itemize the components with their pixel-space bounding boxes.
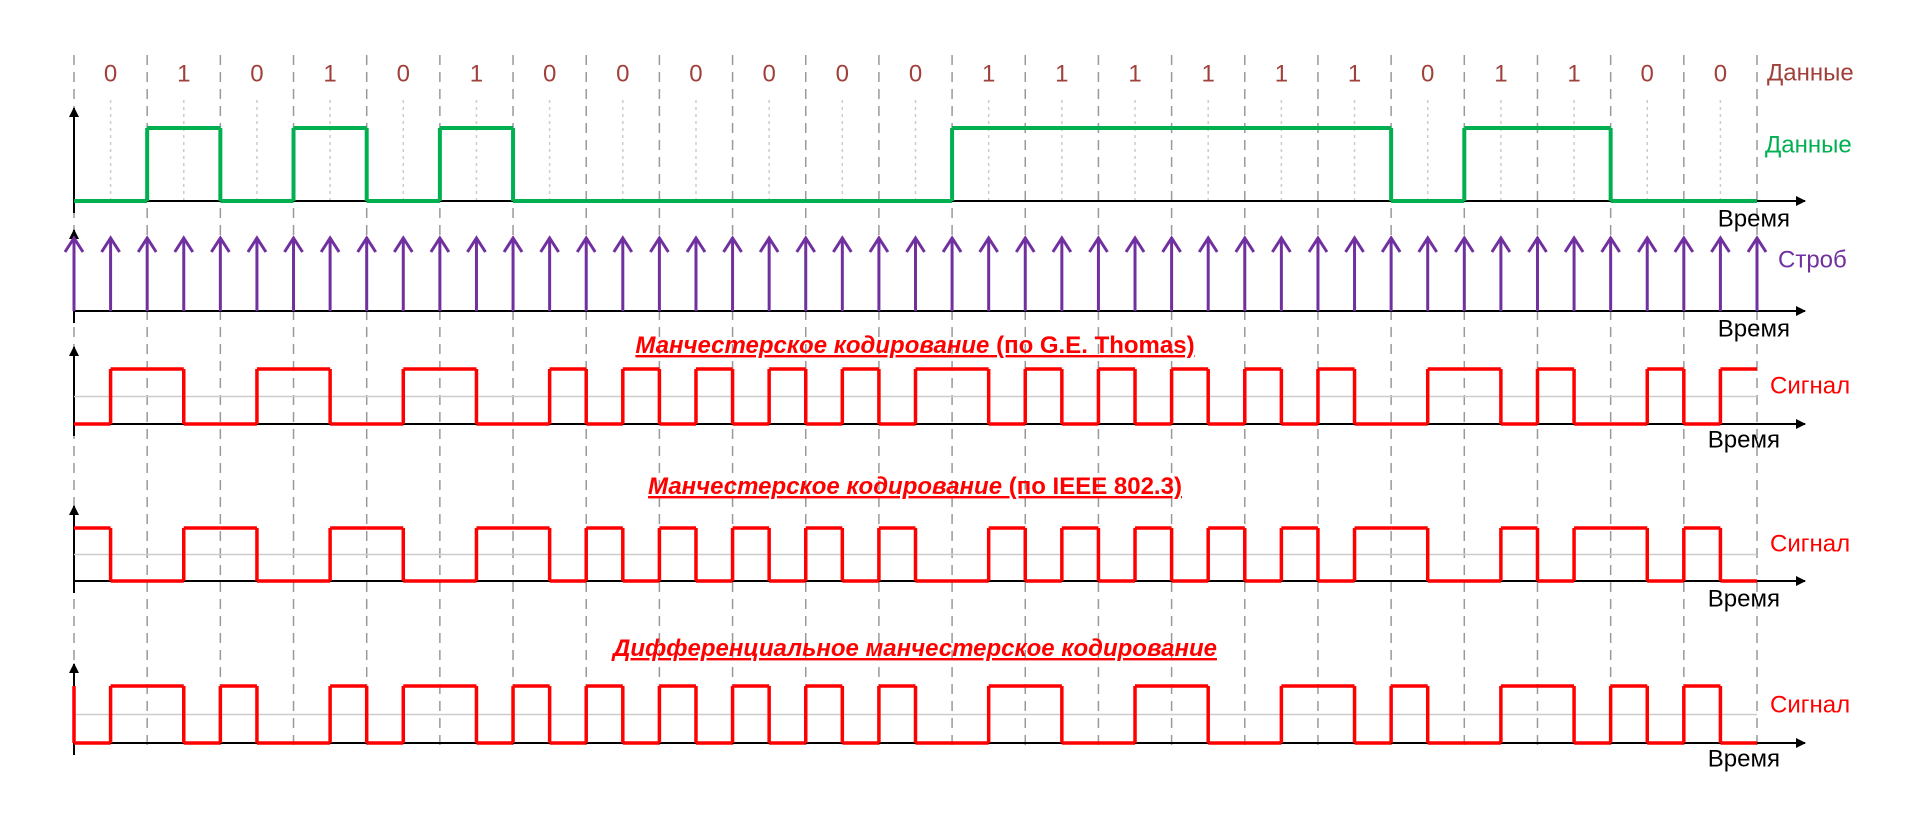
strobe-head: [1197, 235, 1219, 253]
strobe-head: [1417, 235, 1438, 253]
strobe-head: [283, 235, 304, 253]
trace-label: Сигнал: [1770, 372, 1850, 399]
strobe-head: [1673, 235, 1695, 253]
strobe-head: [905, 235, 926, 253]
bit-value: 1: [1128, 60, 1141, 87]
strobe-head: [612, 235, 634, 253]
bit-value: 0: [1641, 60, 1654, 87]
signal-title: Дифференциальное манчестерское кодирован…: [611, 635, 1217, 662]
strobe-head: [502, 235, 524, 253]
bit-value: 0: [397, 60, 410, 87]
strobe-head: [868, 235, 890, 253]
axis-label: Время: [1708, 745, 1780, 772]
strobe-head: [1746, 235, 1768, 253]
strobe-head: [319, 235, 341, 253]
strobe-head: [722, 235, 743, 253]
bit-value: 1: [323, 60, 336, 87]
bit-value: 1: [1275, 60, 1288, 87]
strobe-head: [832, 235, 853, 253]
bit-value: 1: [1348, 60, 1361, 87]
bit-value: 1: [1494, 60, 1507, 87]
strobe-head: [63, 235, 85, 253]
bit-value: 0: [104, 60, 117, 87]
strobe-head: [1344, 235, 1365, 253]
bit-value: 1: [1567, 60, 1580, 87]
title-main: Манчестерское кодирование: [648, 473, 1002, 500]
trace-label: Данные: [1765, 131, 1852, 158]
bit-value: 0: [762, 60, 775, 87]
strobe-head: [1710, 235, 1731, 253]
strobe-head: [978, 235, 999, 253]
strobe-head: [1454, 235, 1475, 253]
bit-value: 1: [982, 60, 995, 87]
strobe-head: [173, 235, 195, 253]
strobe-head: [1161, 235, 1182, 253]
strobe-head: [575, 235, 597, 253]
strobe-head: [393, 235, 414, 253]
bit-value: 0: [616, 60, 629, 87]
bit-value: 1: [470, 60, 483, 87]
bit-value: 0: [543, 60, 556, 87]
strobe-head: [466, 235, 487, 253]
strobe-head: [1380, 235, 1402, 253]
strobe-head: [356, 235, 377, 253]
axis-label: Время: [1708, 426, 1780, 453]
bit-value: 0: [689, 60, 702, 87]
bit-value: 1: [1055, 60, 1068, 87]
axis-label: Время: [1708, 585, 1780, 612]
strobe-head: [1271, 235, 1292, 253]
strobe-head: [795, 235, 817, 253]
strobe-head: [246, 235, 268, 253]
bit-value: 1: [177, 60, 190, 87]
bit-value: 0: [836, 60, 849, 87]
strobe-head: [1527, 235, 1548, 253]
bit-value: 0: [1714, 60, 1727, 87]
strobe-head: [1088, 235, 1109, 253]
strobe-head: [1234, 235, 1256, 253]
strobe-head: [210, 235, 231, 253]
strobe-head: [1636, 235, 1658, 253]
strobe-head: [429, 235, 451, 253]
strobe-head: [1124, 235, 1146, 253]
strobe-head: [1051, 235, 1073, 253]
title-main: Дифференциальное манчестерское кодирован…: [611, 635, 1217, 662]
axis-label: Время: [1718, 315, 1790, 342]
strobe-head: [1014, 235, 1036, 253]
strobe-head: [1563, 235, 1585, 253]
strobe-head: [100, 235, 121, 253]
strobe-head: [136, 235, 158, 253]
trace-label: Сигнал: [1770, 530, 1850, 557]
title-suffix: (по IEEE 802.3): [1002, 473, 1182, 500]
bits-label: Данные: [1767, 59, 1854, 86]
bit-value: 0: [250, 60, 263, 87]
strobe-head: [685, 235, 707, 253]
signal-title: Манчестерское кодирование (по G.E. Thoma…: [635, 332, 1194, 359]
strobe-head: [1307, 235, 1329, 253]
strobe-head: [941, 235, 963, 253]
bit-value: 0: [1421, 60, 1434, 87]
axis-label: Время: [1718, 205, 1790, 232]
bit-value: 1: [1202, 60, 1215, 87]
trace-label: Строб: [1778, 246, 1847, 273]
strobe-head: [539, 235, 560, 253]
title-main: Манчестерское кодирование: [635, 332, 989, 359]
trace-label: Сигнал: [1770, 691, 1850, 718]
strobe-head: [1490, 235, 1512, 253]
signal-title: Манчестерское кодирование (по IEEE 802.3…: [648, 473, 1182, 500]
strobe-head: [649, 235, 670, 253]
strobe-head: [758, 235, 780, 253]
title-suffix: (по G.E. Thomas): [989, 332, 1194, 359]
strobe-head: [1600, 235, 1621, 253]
bit-value: 0: [909, 60, 922, 87]
